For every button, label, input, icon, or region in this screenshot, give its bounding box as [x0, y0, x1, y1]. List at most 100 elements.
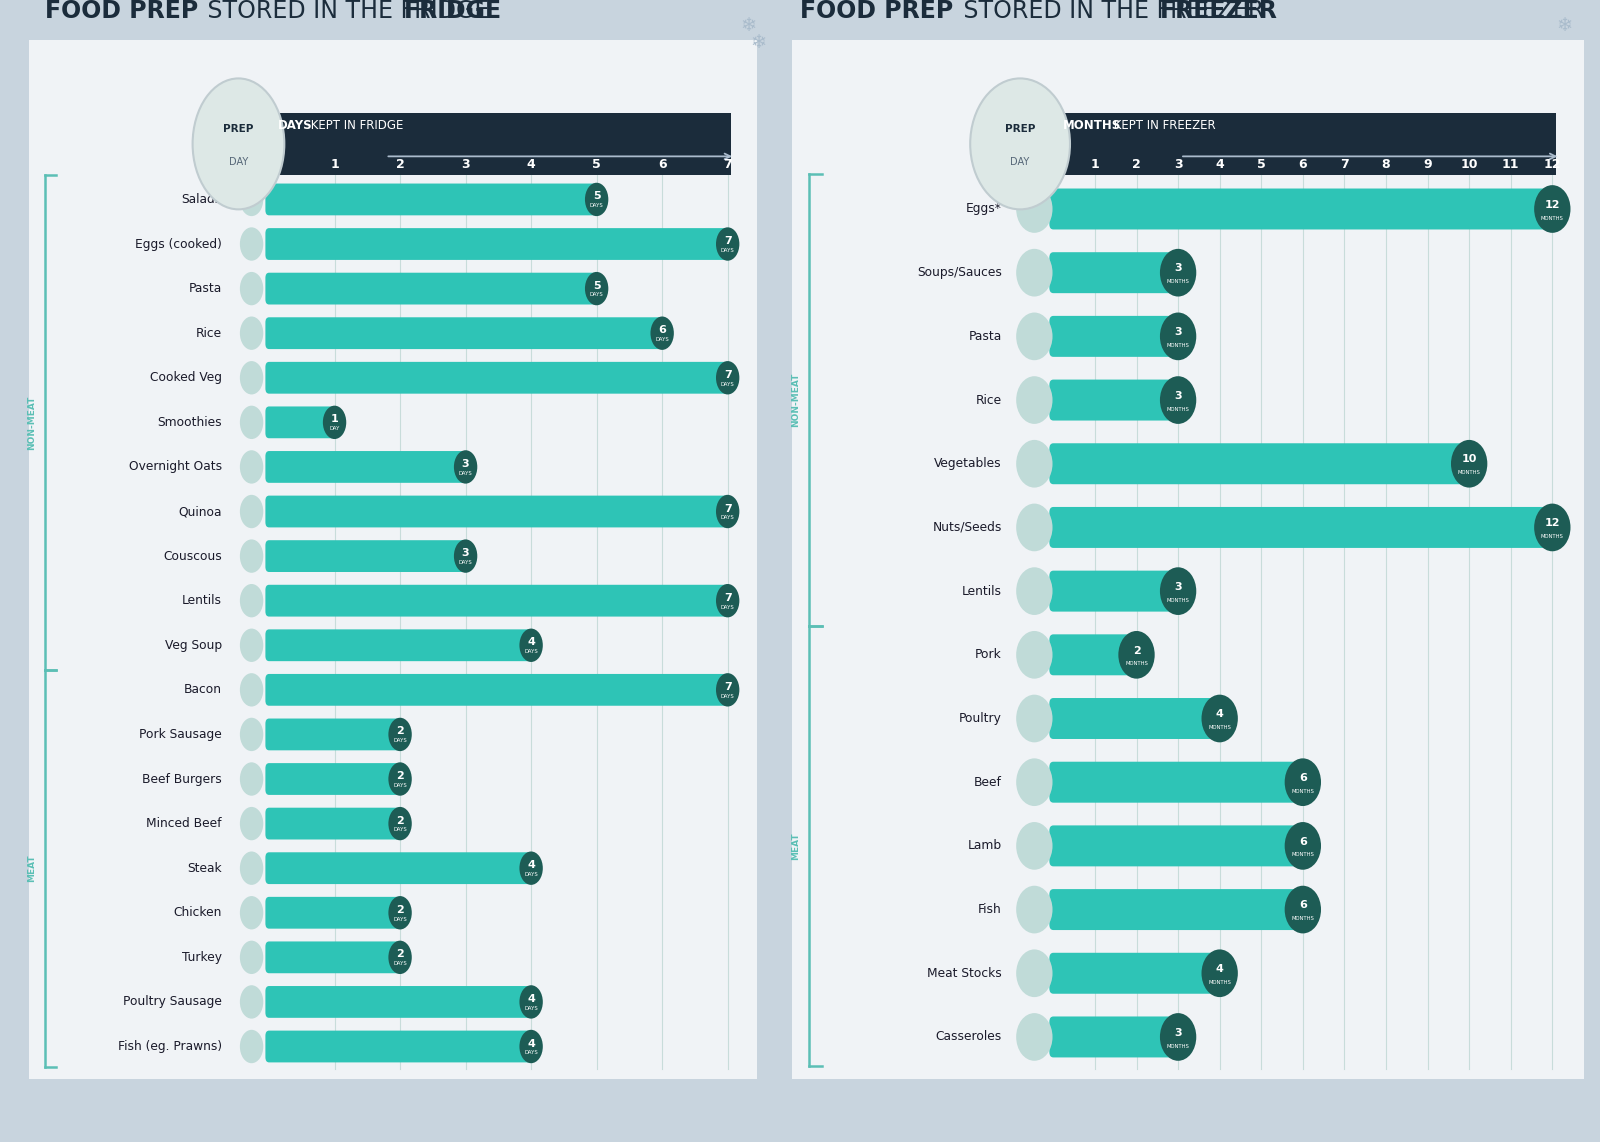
FancyBboxPatch shape	[1050, 1016, 1182, 1057]
Circle shape	[715, 227, 739, 260]
Circle shape	[586, 272, 608, 305]
FancyBboxPatch shape	[266, 184, 600, 216]
Circle shape	[240, 807, 264, 841]
Text: Soups/Sauces: Soups/Sauces	[917, 266, 1002, 279]
Text: 4: 4	[526, 637, 534, 648]
FancyBboxPatch shape	[1050, 698, 1224, 739]
Text: FRIDGE: FRIDGE	[405, 0, 502, 23]
Circle shape	[240, 272, 264, 305]
Text: 7: 7	[723, 370, 731, 380]
Text: 2: 2	[1133, 158, 1141, 171]
Circle shape	[1016, 822, 1053, 870]
Text: MONTHS: MONTHS	[1208, 725, 1230, 730]
Text: 3: 3	[1174, 158, 1182, 171]
Text: Steak: Steak	[187, 862, 222, 875]
Text: 3: 3	[1174, 581, 1182, 592]
Text: Nuts/Seeds: Nuts/Seeds	[933, 521, 1002, 534]
FancyBboxPatch shape	[1050, 890, 1307, 930]
FancyBboxPatch shape	[269, 113, 731, 175]
Text: Poultry Sausage: Poultry Sausage	[123, 996, 222, 1008]
Text: Rice: Rice	[976, 394, 1002, 407]
Text: MONTHS: MONTHS	[1541, 216, 1563, 220]
Circle shape	[240, 763, 264, 796]
Circle shape	[389, 717, 411, 751]
Circle shape	[240, 227, 264, 260]
Text: DAYS: DAYS	[722, 604, 734, 610]
Text: ❄: ❄	[1557, 16, 1573, 34]
FancyBboxPatch shape	[266, 718, 403, 750]
Text: 6: 6	[1299, 158, 1307, 171]
Text: Lentils: Lentils	[962, 585, 1002, 597]
Text: MONTHS: MONTHS	[1541, 534, 1563, 539]
Text: KEPT IN FREEZER: KEPT IN FREEZER	[1110, 119, 1216, 132]
Text: 12: 12	[1544, 158, 1562, 171]
Text: DAYS: DAYS	[722, 248, 734, 252]
Text: Casseroles: Casseroles	[936, 1030, 1002, 1044]
Text: Fish: Fish	[978, 903, 1002, 916]
Text: Fish (eg. Prawns): Fish (eg. Prawns)	[117, 1040, 222, 1053]
Text: Lamb: Lamb	[968, 839, 1002, 852]
Circle shape	[715, 494, 739, 529]
Text: Smoothies: Smoothies	[157, 416, 222, 429]
Text: Beef Burgers: Beef Burgers	[142, 772, 222, 786]
Text: Beef: Beef	[974, 775, 1002, 789]
Circle shape	[240, 986, 264, 1019]
Text: NON-MEAT: NON-MEAT	[27, 395, 37, 450]
Circle shape	[454, 539, 477, 573]
FancyBboxPatch shape	[1050, 952, 1224, 994]
Text: 5: 5	[594, 281, 600, 290]
Text: Quinoa: Quinoa	[178, 505, 222, 518]
Text: MONTHS: MONTHS	[1291, 789, 1314, 794]
Text: 2: 2	[397, 815, 403, 826]
Text: Lentils: Lentils	[182, 594, 222, 608]
Text: 2: 2	[397, 904, 403, 915]
FancyBboxPatch shape	[1050, 826, 1307, 867]
Circle shape	[1016, 440, 1053, 488]
Text: 4: 4	[1216, 964, 1224, 974]
FancyBboxPatch shape	[266, 585, 731, 617]
Text: Bacon: Bacon	[184, 683, 222, 697]
Text: 5: 5	[1258, 158, 1266, 171]
Text: Minced Beef: Minced Beef	[146, 817, 222, 830]
Text: DAYS: DAYS	[459, 560, 472, 565]
Text: 2: 2	[397, 771, 403, 781]
Text: Pasta: Pasta	[968, 330, 1002, 343]
Circle shape	[1118, 632, 1155, 678]
Text: DAY: DAY	[229, 158, 248, 167]
Circle shape	[1202, 694, 1238, 742]
Circle shape	[240, 316, 264, 349]
Text: PREP: PREP	[224, 124, 254, 135]
Text: DAYS: DAYS	[525, 1051, 538, 1055]
Circle shape	[240, 673, 264, 707]
Text: 5: 5	[594, 192, 600, 201]
Text: PREP: PREP	[1005, 124, 1035, 135]
Text: DAY: DAY	[330, 426, 339, 432]
Text: 6: 6	[1299, 837, 1307, 846]
FancyBboxPatch shape	[1050, 252, 1182, 293]
Circle shape	[1451, 440, 1488, 488]
Text: 1: 1	[330, 158, 339, 171]
Circle shape	[240, 628, 264, 662]
Text: 3: 3	[1174, 264, 1182, 273]
Text: 4: 4	[1216, 709, 1224, 719]
Text: 1: 1	[331, 415, 339, 425]
Text: MONTHS: MONTHS	[1291, 916, 1314, 922]
Text: DAYS: DAYS	[525, 1006, 538, 1011]
Circle shape	[1285, 822, 1322, 870]
Text: 12: 12	[1544, 200, 1560, 210]
Text: 7: 7	[1341, 158, 1349, 171]
Text: 9: 9	[1424, 158, 1432, 171]
Text: Eggs*: Eggs*	[966, 202, 1002, 216]
Text: 6: 6	[658, 158, 667, 171]
Circle shape	[240, 941, 264, 974]
Circle shape	[1016, 568, 1053, 616]
Text: MONTHS: MONTHS	[1166, 280, 1189, 284]
Text: 3: 3	[462, 459, 469, 469]
Text: 1: 1	[1091, 158, 1099, 171]
Circle shape	[240, 183, 264, 216]
Circle shape	[1016, 185, 1053, 233]
Text: Salads: Salads	[181, 193, 222, 206]
Circle shape	[389, 896, 411, 930]
Text: 3: 3	[1174, 1028, 1182, 1038]
Text: 4: 4	[526, 860, 534, 870]
